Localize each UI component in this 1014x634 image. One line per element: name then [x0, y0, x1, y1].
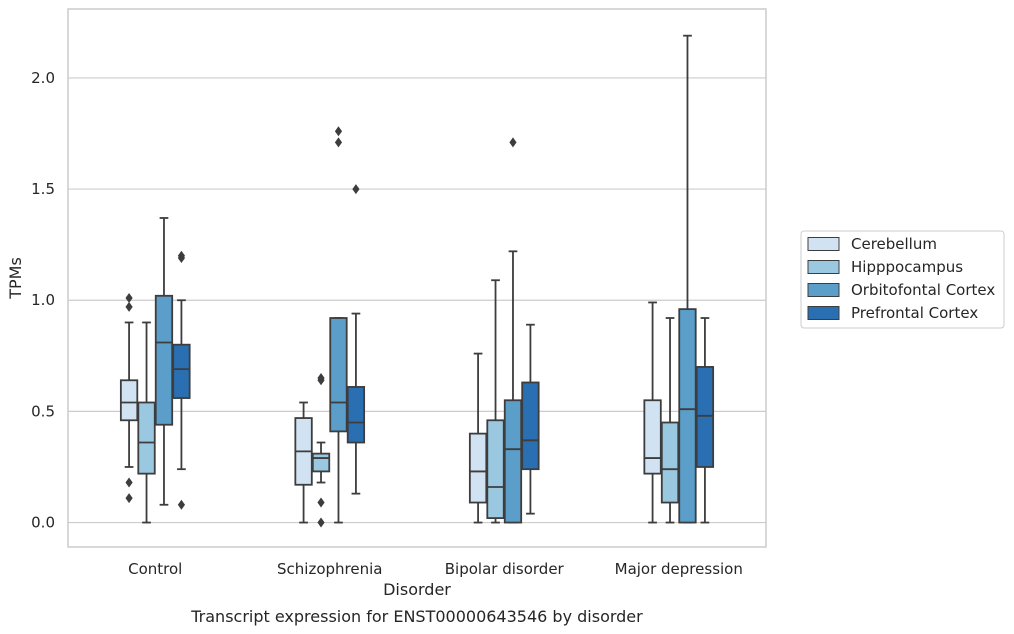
y-tick-labels: 0.0 0.5 1.0 1.5 2.0: [31, 69, 55, 532]
box-plot: [346, 184, 366, 495]
x-tick-label: Schizophrenia: [277, 560, 382, 578]
box-plot: [660, 317, 680, 524]
box-plot: [311, 373, 331, 528]
box-plot: [119, 293, 139, 504]
outlier-point: [317, 375, 325, 386]
legend: Cerebellum Hipppocampus Orbitofontal Corte…: [800, 230, 1005, 329]
box-plot: [154, 217, 174, 506]
box-plot: [486, 279, 505, 524]
x-axis-label: Disorder: [383, 580, 451, 599]
legend-frame: [800, 230, 1005, 329]
box-group-3: [643, 34, 715, 524]
box-iqr: [329, 317, 348, 433]
outlier-point: [177, 252, 186, 263]
box-iqr: [678, 308, 697, 524]
box-iqr: [119, 379, 139, 422]
y-tick-label: 1.0: [31, 291, 55, 309]
box-plot: [695, 317, 715, 524]
box-iqr: [311, 452, 331, 473]
legend-swatch: [807, 237, 840, 251]
box-iqr: [643, 399, 662, 475]
box-iqr: [503, 399, 523, 524]
box-group-2: [468, 137, 540, 524]
box-iqr: [660, 421, 680, 504]
y-tick-label: 2.0: [31, 69, 55, 87]
legend-item: Prefrontal Cortex: [807, 304, 978, 322]
chart-caption: Transcript expression for ENST0000064354…: [190, 607, 643, 626]
y-tick-label: 1.5: [31, 180, 55, 198]
box-iqr: [468, 432, 488, 504]
outlier-point: [177, 499, 186, 510]
legend-label: Prefrontal Cortex: [851, 304, 978, 322]
legend-label: Hipppocampus: [851, 258, 963, 276]
outlier-point: [334, 137, 343, 148]
box-plot: [172, 250, 191, 510]
box-plot: [643, 301, 662, 524]
box-iqr: [172, 343, 191, 399]
legend-label: Cerebellum: [851, 235, 937, 253]
y-tick-label: 0.5: [31, 402, 55, 420]
x-tick-label: Major depression: [615, 560, 743, 578]
legend-item: Orbitofontal Cortex: [807, 281, 995, 299]
outlier-point: [352, 184, 360, 195]
legend-item: Cerebellum: [807, 235, 937, 253]
outlier-point: [125, 493, 133, 504]
box-plot: [678, 34, 697, 524]
outlier-point: [334, 126, 343, 137]
box-plot: [137, 321, 156, 524]
x-tick-labels: Control Schizophrenia Bipolar disorder Majo…: [128, 560, 743, 578]
y-axis-label: TPMs: [6, 257, 25, 300]
legend-swatch: [807, 306, 840, 320]
box-iqr: [486, 419, 505, 519]
outlier-point: [317, 497, 325, 508]
x-tick-label: Bipolar disorder: [445, 560, 565, 578]
box-plot: [468, 352, 488, 524]
box-plot: [521, 323, 540, 515]
outlier-point: [125, 293, 133, 304]
box-plot: [294, 401, 313, 524]
box-plot: [503, 137, 523, 524]
box-group-1: [294, 126, 366, 528]
legend-label: Orbitofontal Cortex: [851, 281, 995, 299]
box-groups: [119, 34, 715, 528]
legend-item: Hipppocampus: [807, 258, 963, 276]
plot-frame: [67, 8, 767, 548]
legend-swatch: [807, 260, 840, 274]
box-iqr: [521, 381, 540, 471]
y-tick-label: 0.0: [31, 514, 55, 532]
outlier-point: [509, 137, 517, 148]
x-tick-label: Control: [128, 560, 182, 578]
legend-swatch: [807, 283, 840, 297]
box-iqr: [346, 386, 366, 444]
box-iqr: [154, 294, 174, 426]
outlier-point: [125, 301, 133, 312]
box-group-0: [119, 217, 191, 524]
box-plot: [329, 126, 348, 524]
outlier-point: [317, 517, 325, 528]
box-iqr: [137, 401, 156, 475]
box-iqr: [695, 366, 715, 468]
outlier-point: [125, 477, 133, 488]
